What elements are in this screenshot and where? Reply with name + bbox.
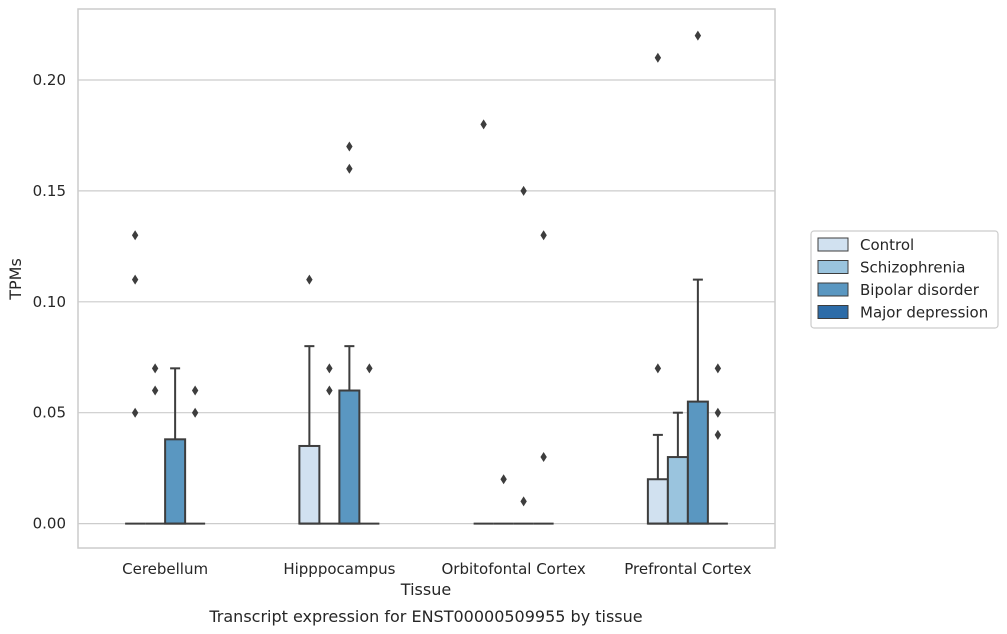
outlier-point	[540, 452, 547, 463]
box-body	[666, 456, 689, 525]
legend-swatch	[817, 282, 849, 297]
outlier-points	[131, 30, 722, 507]
outlier-point	[654, 363, 662, 374]
outlier-point	[306, 274, 313, 285]
box-body	[298, 444, 321, 525]
y-tick-label: 0.10	[33, 293, 66, 311]
y-tick-label: 0.00	[33, 515, 66, 533]
legend-label: Schizophrenia	[860, 259, 965, 277]
y-tick-label: 0.05	[33, 404, 66, 422]
box	[686, 278, 709, 525]
legend-swatch	[817, 305, 849, 319]
outlier-point	[714, 429, 722, 440]
outlier-point	[326, 363, 333, 374]
legend-label: Control	[860, 236, 914, 254]
box-body	[338, 389, 361, 525]
outlier-point	[191, 407, 199, 418]
legend-frame	[810, 230, 999, 329]
legend-label: Bipolar disorder	[860, 281, 980, 299]
outlier-point	[131, 230, 139, 241]
outlier-point	[191, 385, 199, 396]
outlier-point	[520, 185, 527, 196]
x-tick-labels: Cerebellum Hipppocampus Orbitofontal Corte…	[122, 560, 751, 578]
outlier-point	[520, 496, 527, 507]
outlier-point	[654, 52, 662, 63]
outlier-point	[366, 363, 373, 374]
legend-item: Major depression	[817, 304, 988, 322]
box-body	[164, 438, 187, 525]
legend-swatch	[817, 260, 849, 274]
x-tick-label: Hipppocampus	[283, 560, 395, 578]
legend-item: Schizophrenia	[817, 259, 965, 277]
outlier-point	[131, 407, 139, 418]
x-axis-label: Tissue	[400, 580, 451, 599]
outlier-point	[151, 385, 159, 396]
x-tick-label: Cerebellum	[122, 560, 208, 578]
x-tick-label: Orbitofontal Cortex	[442, 560, 586, 578]
box	[338, 345, 361, 525]
legend-item: Control	[817, 236, 914, 254]
outlier-point	[346, 163, 353, 174]
outlier-point	[151, 363, 159, 374]
outlier-point	[131, 274, 139, 285]
outlier-point	[540, 230, 547, 241]
legend-swatch	[817, 237, 849, 252]
y-axis-label: TPMs	[6, 258, 25, 301]
boxes	[125, 278, 728, 525]
legend-item: Bipolar disorder	[817, 281, 980, 299]
box	[164, 367, 187, 525]
box	[298, 345, 321, 525]
legend-label: Major depression	[860, 304, 988, 322]
y-tick-label: 0.20	[33, 71, 66, 89]
outlier-point	[500, 474, 507, 485]
outlier-point	[714, 407, 722, 418]
legend: Control Schizophrenia Bipolar disorder Majo…	[810, 230, 999, 329]
x-tick-label: Prefrontal Cortex	[624, 560, 751, 578]
y-tick-label: 0.15	[33, 182, 66, 200]
box-body	[646, 478, 669, 525]
chart-caption: Transcript expression for ENST0000050995…	[208, 607, 642, 626]
outlier-point	[326, 385, 333, 396]
outlier-point	[480, 119, 487, 130]
outlier-point	[694, 30, 702, 41]
outlier-point	[714, 363, 722, 374]
outlier-point	[346, 141, 353, 152]
box-body	[686, 400, 709, 525]
y-tick-labels: 0.00 0.05 0.10 0.15 0.20	[33, 71, 66, 533]
